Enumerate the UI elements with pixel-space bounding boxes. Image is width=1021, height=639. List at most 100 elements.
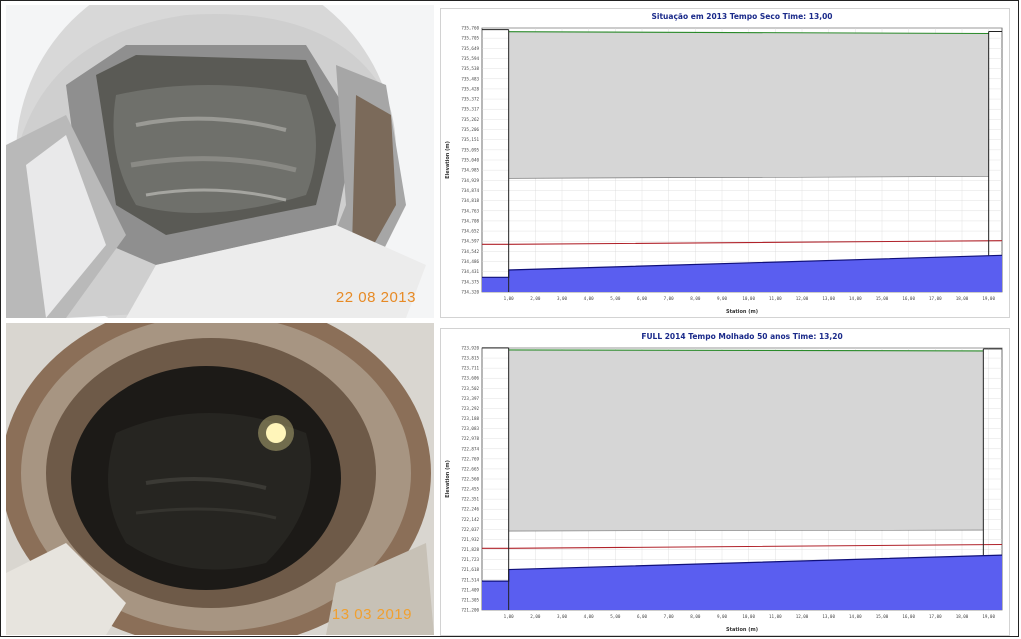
x-tick-label: 16,00	[902, 614, 915, 619]
photo-date-stamp: 22 08 2013	[335, 289, 416, 306]
x-tick-label: 8,00	[690, 614, 701, 619]
y-tick-label: 722,351	[461, 497, 479, 502]
y-tick-label: 722,665	[461, 466, 479, 471]
x-tick-label: 9,00	[717, 296, 728, 301]
x-tick-label: 11,00	[769, 614, 782, 619]
y-tick-label: 734,652	[461, 229, 479, 234]
x-tick-label: 19,00	[982, 614, 995, 619]
y-tick-label: 722,246	[461, 507, 479, 512]
y-tick-label: 735,649	[461, 46, 479, 51]
x-tick-label: 9,00	[717, 614, 728, 619]
structure-area	[508, 349, 984, 532]
y-tick-label: 734,375	[461, 279, 479, 284]
x-tick-label: 5,00	[610, 296, 621, 301]
y-tick-label: 723,711	[461, 366, 479, 371]
x-tick-label: 7,00	[664, 614, 675, 619]
x-tick-label: 14,00	[849, 296, 862, 301]
y-tick-label: 734,874	[461, 188, 479, 193]
y-tick-label: 735,372	[461, 97, 479, 102]
y-tick-label: 723,606	[461, 376, 479, 381]
y-tick-label: 735,705	[461, 36, 479, 41]
chart-title: Situação em 2013 Tempo Seco Time: 13,00	[652, 12, 833, 21]
x-tick-label: 10,00	[742, 614, 755, 619]
x-tick-label: 13,00	[822, 614, 835, 619]
y-tick-label: 721,618	[461, 567, 479, 572]
x-tick-label: 18,00	[956, 296, 969, 301]
x-tick-label: 1,00	[504, 296, 515, 301]
y-tick-label: 723,083	[461, 426, 479, 431]
x-tick-label: 14,00	[849, 614, 862, 619]
y-tick-label: 722,037	[461, 527, 479, 532]
y-tick-label: 722,560	[461, 477, 479, 482]
manhole-photo-2019: 13 03 2019	[6, 323, 434, 635]
water-area	[482, 255, 1002, 292]
x-tick-label: 15,00	[876, 296, 889, 301]
x-tick-label: 11,00	[769, 296, 782, 301]
y-tick-label: 735,040	[461, 158, 479, 163]
y-tick-label: 722,769	[461, 456, 479, 461]
y-tick-label: 734,818	[461, 198, 479, 203]
y-tick-label: 723,292	[461, 406, 479, 411]
y-tick-label: 722,978	[461, 436, 479, 441]
x-tick-label: 17,00	[929, 296, 942, 301]
water-area	[482, 555, 1002, 610]
y-tick-label: 723,815	[461, 356, 479, 361]
y-tick-label: 734,542	[461, 249, 479, 254]
manhole-photo-2013: 22 08 2013	[6, 5, 434, 318]
y-tick-label: 735,262	[461, 117, 479, 122]
y-tick-label: 721,514	[461, 577, 479, 582]
structure-area	[508, 31, 989, 179]
x-tick-label: 5,00	[610, 614, 621, 619]
x-tick-label: 3,00	[557, 296, 568, 301]
photo-date-stamp: 13 03 2019	[331, 606, 412, 623]
y-tick-label: 723,502	[461, 386, 479, 391]
y-tick-label: 735,428	[461, 86, 479, 91]
y-tick-label: 721,932	[461, 537, 479, 542]
x-tick-label: 8,00	[690, 296, 701, 301]
x-tick-label: 4,00	[584, 614, 595, 619]
x-tick-label: 19,00	[982, 296, 995, 301]
y-tick-label: 735,317	[461, 107, 479, 112]
x-tick-label: 15,00	[876, 614, 889, 619]
y-tick-label: 735,151	[461, 137, 479, 142]
y-tick-label: 735,206	[461, 127, 479, 132]
profile-chart-2013: Situação em 2013 Tempo Seco Time: 13,00 7…	[440, 8, 1010, 318]
y-tick-label: 723,920	[461, 346, 479, 351]
x-tick-label: 17,00	[929, 614, 942, 619]
y-tick-label: 721,200	[461, 608, 479, 613]
y-tick-label: 723,188	[461, 416, 479, 421]
x-tick-label: 4,00	[584, 296, 595, 301]
y-tick-label: 722,142	[461, 517, 479, 522]
crown-line	[508, 529, 984, 532]
y-tick-label: 735,594	[461, 56, 479, 61]
x-tick-label: 7,00	[664, 296, 675, 301]
x-tick-label: 3,00	[557, 614, 568, 619]
y-tick-label: 734,431	[461, 269, 479, 274]
profile-chart-2014: FULL 2014 Tempo Molhado 50 anos Time: 13…	[440, 328, 1010, 636]
y-axis-label: Elevation (m)	[445, 460, 451, 498]
y-tick-label: 734,985	[461, 168, 479, 173]
y-tick-label: 734,708	[461, 218, 479, 223]
x-tick-label: 12,00	[796, 296, 809, 301]
y-tick-label: 734,486	[461, 259, 479, 264]
y-tick-label: 734,929	[461, 178, 479, 183]
y-tick-label: 735,483	[461, 76, 479, 81]
x-tick-label: 2,00	[530, 296, 541, 301]
x-axis-label: Station (m)	[726, 627, 758, 633]
y-tick-label: 721,409	[461, 587, 479, 592]
y-tick-label: 735,095	[461, 147, 479, 152]
y-tick-label: 734,320	[461, 290, 479, 295]
y-tick-label: 722,874	[461, 446, 479, 451]
y-axis-label: Elevation (m)	[445, 141, 451, 179]
x-tick-label: 12,00	[796, 614, 809, 619]
y-tick-label: 721,828	[461, 547, 479, 552]
x-tick-label: 6,00	[637, 614, 648, 619]
y-tick-label: 721,305	[461, 597, 479, 602]
x-tick-label: 16,00	[902, 296, 915, 301]
chart-title: FULL 2014 Tempo Molhado 50 anos Time: 13…	[641, 332, 842, 341]
y-tick-label: 734,597	[461, 239, 479, 244]
x-tick-label: 2,00	[530, 614, 541, 619]
y-tick-label: 735,538	[461, 66, 479, 71]
x-tick-label: 18,00	[956, 614, 969, 619]
